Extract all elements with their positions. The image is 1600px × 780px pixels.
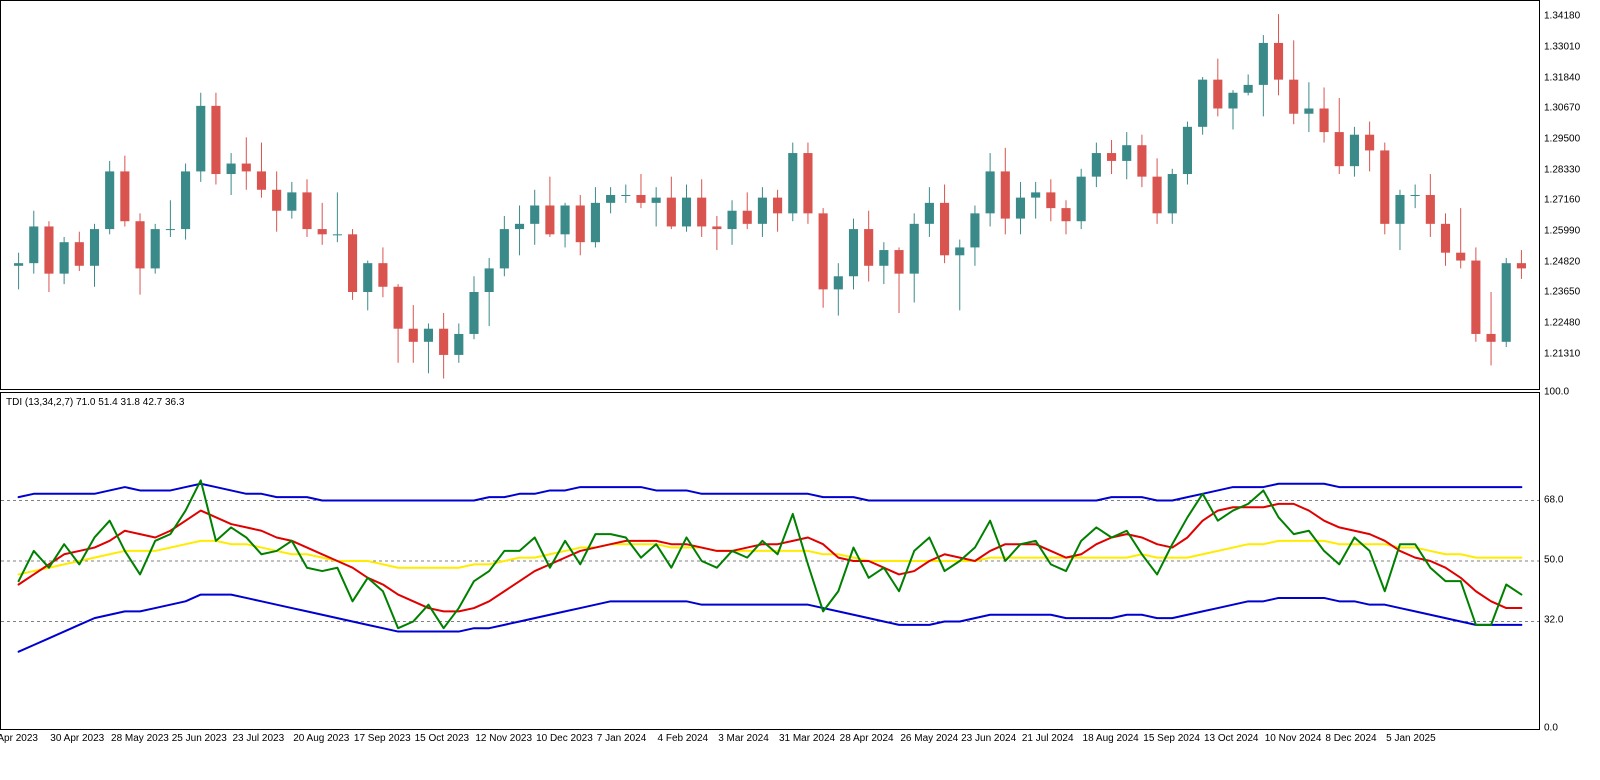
time-xtick: 31 Mar 2024 — [779, 733, 835, 744]
time-xtick: 28 May 2023 — [111, 733, 169, 744]
price-ytick: 1.34180 — [1544, 11, 1580, 22]
indicator-ytick: 0.0 — [1544, 723, 1558, 734]
price-y-axis: 1.34180 1.33010 1.31840 1.30670 1.29500 1.283… — [1540, 0, 1600, 390]
time-xtick: 30 Apr 2023 — [50, 733, 104, 744]
price-ytick: 1.21310 — [1544, 348, 1580, 359]
price-ytick: 1.24820 — [1544, 256, 1580, 267]
indicator-ytick: 50.0 — [1544, 555, 1563, 566]
candlestick-chart — [1, 1, 1539, 389]
time-xtick: 18 Aug 2024 — [1083, 733, 1139, 744]
time-x-axis: 2 Apr 2023 30 Apr 2023 28 May 202325 Jun 2… — [0, 730, 1540, 760]
indicator-ytick: 32.0 — [1544, 615, 1563, 626]
price-ytick: 1.33010 — [1544, 41, 1580, 52]
time-xtick: 2 Apr 2023 — [0, 733, 38, 744]
chart-container: 1.34180 1.33010 1.31840 1.30670 1.29500 1.283… — [0, 0, 1600, 780]
price-ytick: 1.23650 — [1544, 287, 1580, 298]
time-xtick: 26 May 2024 — [900, 733, 958, 744]
indicator-panel[interactable]: TDI (13,34,2,7) 71.0 51.4 31.8 42.7 36.3 — [0, 392, 1540, 730]
indicator-label: TDI (13,34,2,7) 71.0 51.4 31.8 42.7 36.3 — [4, 396, 186, 409]
time-xtick: 20 Aug 2023 — [293, 733, 349, 744]
price-ytick: 1.31840 — [1544, 72, 1580, 83]
time-xtick: 25 Jun 2023 — [172, 733, 227, 744]
price-ytick: 1.22480 — [1544, 317, 1580, 328]
time-xtick: 10 Nov 2024 — [1265, 733, 1322, 744]
time-xtick: 21 Jul 2024 — [1022, 733, 1074, 744]
time-xtick: 4 Feb 2024 — [658, 733, 709, 744]
indicator-ytick: 68.0 — [1544, 494, 1563, 505]
price-ytick: 1.25990 — [1544, 225, 1580, 236]
price-ytick: 1.30670 — [1544, 103, 1580, 114]
time-xtick: 23 Jul 2023 — [232, 733, 284, 744]
price-chart-panel[interactable] — [0, 0, 1540, 390]
time-xtick: 12 Nov 2023 — [475, 733, 532, 744]
time-xtick: 7 Jan 2024 — [597, 733, 647, 744]
price-ytick: 1.29500 — [1544, 133, 1580, 144]
indicator-ytick: 100.0 — [1544, 387, 1569, 398]
price-ytick: 1.27160 — [1544, 195, 1580, 206]
time-xtick: 28 Apr 2024 — [840, 733, 894, 744]
time-xtick: 15 Sep 2024 — [1143, 733, 1200, 744]
time-xtick: 10 Dec 2023 — [536, 733, 593, 744]
time-xtick: 23 Jun 2024 — [961, 733, 1016, 744]
time-xtick: 15 Oct 2023 — [415, 733, 469, 744]
time-xtick: 17 Sep 2023 — [354, 733, 411, 744]
tdi-indicator-chart — [1, 393, 1539, 729]
time-xtick: 5 Jan 2025 — [1386, 733, 1436, 744]
time-xtick: 13 Oct 2024 — [1204, 733, 1258, 744]
price-ytick: 1.28330 — [1544, 164, 1580, 175]
time-xtick: 3 Mar 2024 — [718, 733, 769, 744]
indicator-y-axis: 100.068.050.032.00.0 — [1540, 392, 1600, 730]
time-xtick: 8 Dec 2024 — [1325, 733, 1376, 744]
